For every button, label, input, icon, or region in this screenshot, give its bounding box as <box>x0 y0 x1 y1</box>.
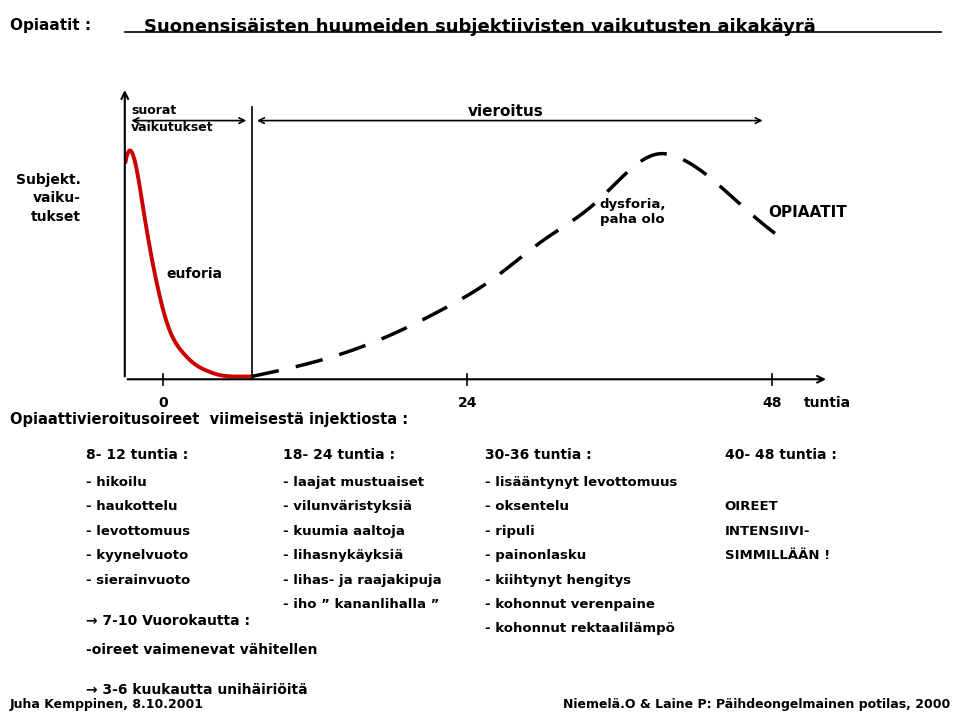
Text: 18- 24 tuntia :: 18- 24 tuntia : <box>283 448 396 462</box>
Text: Opiaatit :: Opiaatit : <box>10 18 91 33</box>
Text: 30-36 tuntia :: 30-36 tuntia : <box>485 448 591 462</box>
Text: SIMMILLÄÄN !: SIMMILLÄÄN ! <box>725 549 830 562</box>
Text: - levottomuus: - levottomuus <box>86 525 190 538</box>
Text: - lihas- ja raajakipuja: - lihas- ja raajakipuja <box>283 574 442 587</box>
Text: Juha Kemppinen, 8.10.2001: Juha Kemppinen, 8.10.2001 <box>10 698 204 711</box>
Text: - laajat mustuaiset: - laajat mustuaiset <box>283 476 424 489</box>
Text: - kiihtynyt hengitys: - kiihtynyt hengitys <box>485 574 631 587</box>
Text: - lisääntynyt levottomuus: - lisääntynyt levottomuus <box>485 476 677 489</box>
Text: - vilunväristyksiä: - vilunväristyksiä <box>283 500 412 513</box>
Text: 8- 12 tuntia :: 8- 12 tuntia : <box>86 448 189 462</box>
Text: - kuumia aaltoja: - kuumia aaltoja <box>283 525 405 538</box>
Text: → 3-6 kuukautta unihäiriöitä: → 3-6 kuukautta unihäiriöitä <box>86 683 308 697</box>
Text: - sierainvuoto: - sierainvuoto <box>86 574 191 587</box>
Text: - painonlasku: - painonlasku <box>485 549 586 562</box>
Text: suorat: suorat <box>132 104 177 117</box>
Text: OPIAATIT: OPIAATIT <box>768 205 847 220</box>
Text: dysforia,
paha olo: dysforia, paha olo <box>599 199 665 227</box>
Text: - oksentelu: - oksentelu <box>485 500 568 513</box>
Text: Opiaattivieroitusoireet  viimeisestä injektiosta :: Opiaattivieroitusoireet viimeisestä inje… <box>10 412 408 427</box>
Text: vaikutukset: vaikutukset <box>132 120 214 133</box>
Text: 48: 48 <box>762 396 781 410</box>
Text: 0: 0 <box>158 396 168 410</box>
Text: Subjekt.
vaiku-
tukset: Subjekt. vaiku- tukset <box>15 173 81 224</box>
Text: - haukottelu: - haukottelu <box>86 500 178 513</box>
Text: Niemelä.O & Laine P: Päihdeongelmainen potilas, 2000: Niemelä.O & Laine P: Päihdeongelmainen p… <box>564 698 950 711</box>
Text: INTENSIIVI-: INTENSIIVI- <box>725 525 810 538</box>
Text: - kohonnut rektaalilämpö: - kohonnut rektaalilämpö <box>485 622 675 635</box>
Text: - kyynelvuoto: - kyynelvuoto <box>86 549 189 562</box>
Text: - lihasnykäyksiä: - lihasnykäyksiä <box>283 549 403 562</box>
Text: tuntia: tuntia <box>804 396 851 410</box>
Text: → 7-10 Vuorokautta :: → 7-10 Vuorokautta : <box>86 614 251 629</box>
Text: - ripuli: - ripuli <box>485 525 535 538</box>
Text: euforia: euforia <box>167 267 223 280</box>
Text: - hikoilu: - hikoilu <box>86 476 147 489</box>
Text: 24: 24 <box>458 396 477 410</box>
Text: Suonensisäisten huumeiden subjektiivisten vaikutusten aikakäyrä: Suonensisäisten huumeiden subjektiiviste… <box>144 18 816 36</box>
Text: vieroitus: vieroitus <box>468 104 543 119</box>
Text: -oireet vaimenevat vähitellen: -oireet vaimenevat vähitellen <box>86 643 318 657</box>
Text: - iho ” kananlihalla ”: - iho ” kananlihalla ” <box>283 598 440 611</box>
Text: OIREET: OIREET <box>725 500 779 513</box>
Text: - kohonnut verenpaine: - kohonnut verenpaine <box>485 598 655 611</box>
Text: 40- 48 tuntia :: 40- 48 tuntia : <box>725 448 837 462</box>
